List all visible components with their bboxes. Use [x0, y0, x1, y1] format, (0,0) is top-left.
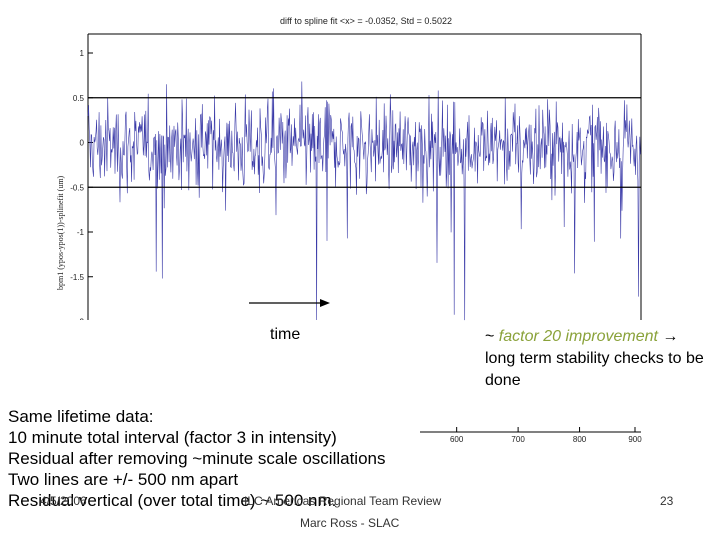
- x-tick-label: 700: [511, 435, 525, 444]
- body-line: Same lifetime data:: [8, 407, 154, 426]
- body-line: Residual vertical (over total time) ~ 50…: [8, 491, 337, 510]
- y-tick-label: 0: [80, 139, 85, 148]
- note-accent: factor 20 improvement: [498, 328, 658, 345]
- y-tick-label: -1.5: [70, 273, 84, 282]
- page-number: 23: [660, 494, 674, 508]
- footer-title: ILC Americas Regional Team Review: [244, 494, 442, 508]
- series-line: [87, 81, 641, 324]
- time-arrow-head: [320, 299, 330, 307]
- text-backdrop: [0, 320, 420, 540]
- y-tick-label: -0.5: [70, 183, 84, 192]
- footer-date: 4/5/2006: [40, 494, 87, 508]
- improvement-note: ~ factor 20 improvement → long term stab…: [485, 326, 715, 392]
- y-axis-label: bpm1 (ypos-ypos(1))-splinefit (um): [56, 175, 65, 290]
- note-prefix: ~: [485, 328, 499, 345]
- body-line: Two lines are +/- 500 nm apart: [8, 470, 239, 489]
- y-tick-label: 0.5: [73, 94, 85, 103]
- note-arrow: →: [657, 328, 679, 345]
- note-backdrop: [480, 322, 720, 392]
- body-line: Residual after removing ~minute scale os…: [8, 449, 386, 468]
- body-line: 10 minute total interval (factor 3 in in…: [8, 428, 337, 447]
- x-tick-label: 900: [628, 435, 642, 444]
- x-tick-label: 800: [573, 435, 587, 444]
- time-arrow-label: time: [270, 326, 301, 343]
- time-backdrop: [242, 322, 332, 346]
- body-text: Same lifetime data: 10 minute total inte…: [8, 406, 386, 511]
- x-tick-label: 600: [450, 435, 464, 444]
- y-tick-label: 1: [80, 49, 85, 58]
- note-rest: long term stability checks to be done: [485, 350, 704, 389]
- chart-title: diff to spline fit <x> = -0.0352, Std = …: [280, 16, 452, 26]
- footer-author: Marc Ross - SLAC: [300, 516, 400, 530]
- y-tick-label: -1: [77, 228, 85, 237]
